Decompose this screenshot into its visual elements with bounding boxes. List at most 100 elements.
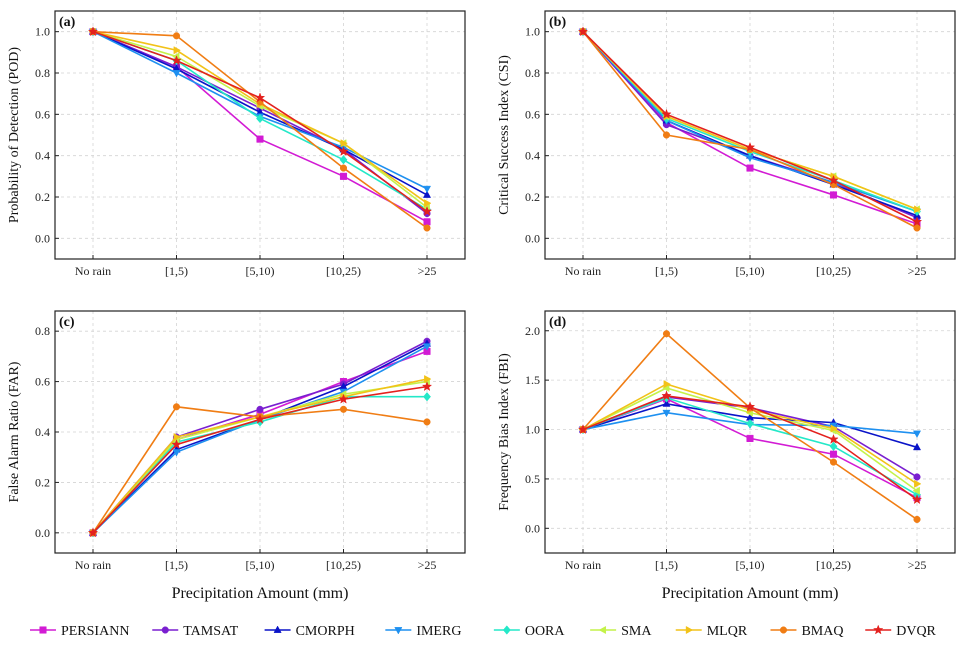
legend-label: IMERG [416, 624, 461, 639]
chart-panel-a: 0.0 0.2 0.4 0.6 0.8 1.0 No rain [1,5) [5,10) [10,… [7, 10, 466, 278]
x-tick-label: [1,5) [655, 264, 678, 278]
legend-swatch-marker [273, 625, 282, 633]
y-tick-label: 0.0 [525, 231, 540, 245]
data-point [829, 458, 838, 466]
legend-label: BMAQ [801, 624, 843, 639]
panel-label: (d) [549, 315, 566, 330]
data-point [744, 401, 756, 412]
legend-entry-cmorph: CMORPH [264, 624, 355, 639]
data-point [172, 70, 181, 78]
x-tick-label: No rain [75, 558, 111, 572]
data-point [173, 46, 181, 55]
legend-label: SMA [621, 624, 652, 639]
data-point [914, 205, 922, 214]
y-tick-label: 0.2 [35, 475, 50, 489]
y-tick-label: 0.6 [35, 107, 50, 121]
data-point [912, 486, 920, 495]
legend-swatch-marker [872, 624, 884, 635]
data-point [421, 205, 433, 216]
legend-entry-mlqr: MLQR [675, 624, 748, 639]
x-tick-label: >25 [418, 558, 437, 572]
data-point [744, 141, 756, 152]
data-point [661, 108, 672, 119]
data-point [339, 405, 348, 413]
series-dvqr [87, 26, 433, 216]
legend-label: DVQR [896, 624, 936, 639]
chart-panel-d: 0.0 0.5 1.0 1.5 2.0 No rain [1,5) [5,10) [10,25)… [497, 310, 956, 602]
x-axis-label: Precipitation Amount (mm) [662, 585, 839, 602]
data-point [254, 92, 266, 103]
y-axis-label: Frequency Bias Index (FBI) [497, 353, 512, 511]
x-tick-label: No rain [75, 264, 111, 278]
data-point [172, 403, 181, 411]
chart-panel-c: 0.0 0.2 0.4 0.6 0.8 No rain [1,5) [5,10) [10,25)… [7, 310, 466, 602]
y-tick-label: 0.4 [35, 149, 50, 163]
data-point [424, 199, 432, 208]
x-tick-label: [1,5) [165, 558, 188, 572]
data-point [829, 441, 838, 451]
data-point [746, 434, 754, 442]
data-point [172, 32, 181, 40]
panel-label: (c) [59, 315, 75, 330]
data-point [663, 380, 671, 389]
data-point [662, 330, 671, 338]
y-tick-label: 2.0 [525, 324, 540, 338]
series-bmaq [579, 28, 921, 232]
x-tick-label: [10,25) [326, 558, 361, 572]
data-point [87, 527, 99, 538]
x-tick-label: No rain [565, 558, 601, 572]
x-tick-label: No rain [565, 264, 601, 278]
legend-label: TAMSAT [183, 624, 238, 639]
data-point [423, 392, 431, 402]
y-tick-label: 1.0 [35, 25, 50, 39]
legend-label: PERSIANN [61, 624, 129, 639]
y-tick-label: 0.0 [35, 526, 50, 540]
data-point [171, 439, 182, 450]
legend-swatch-marker [161, 626, 169, 634]
legend-entry-oora: OORA [493, 624, 565, 639]
data-point [912, 430, 922, 438]
legend-swatch-marker [394, 627, 403, 635]
data-point [254, 413, 266, 424]
data-point [829, 450, 838, 458]
series-dvqr [577, 26, 923, 227]
data-point [340, 139, 348, 148]
x-tick-label: >25 [418, 264, 437, 278]
data-point [87, 26, 99, 37]
data-point [662, 399, 671, 407]
series-bmaq [89, 28, 431, 232]
series-cmorph [578, 27, 922, 219]
data-point [914, 479, 922, 488]
data-point [423, 418, 431, 426]
x-axis-label: Precipitation Amount (mm) [172, 585, 349, 602]
x-tick-label: [5,10) [246, 558, 275, 572]
data-point [256, 113, 264, 124]
legend-entry-tamsat: TAMSAT [152, 624, 239, 639]
legend-entry-imerg: IMERG [385, 624, 461, 639]
y-axis-label: Critical Success Index (CSI) [497, 55, 512, 215]
legend: PERSIANN TAMSAT CMORPH IMERG OORA SMA MLQR BMAQ… [30, 624, 937, 639]
series-dvqr [87, 381, 433, 538]
y-tick-label: 0.0 [35, 231, 50, 245]
data-point [913, 473, 921, 481]
y-tick-label: 0.5 [525, 472, 540, 486]
data-point [339, 155, 348, 165]
data-point [577, 424, 589, 434]
data-point [424, 375, 432, 384]
data-point [338, 393, 349, 404]
x-tick-label: [10,25) [816, 558, 851, 572]
y-tick-label: 1.0 [525, 423, 540, 437]
data-point [171, 55, 182, 66]
data-point [662, 131, 671, 139]
data-point [912, 442, 922, 451]
y-tick-label: 0.6 [525, 107, 540, 121]
series-mlqr [580, 27, 922, 214]
data-point [911, 216, 923, 227]
data-point [830, 424, 838, 433]
y-tick-label: 0.4 [525, 149, 540, 163]
y-tick-label: 0.6 [35, 375, 50, 389]
legend-entry-bmaq: BMAQ [770, 624, 843, 639]
series-sma [88, 377, 430, 537]
data-point [746, 164, 754, 172]
